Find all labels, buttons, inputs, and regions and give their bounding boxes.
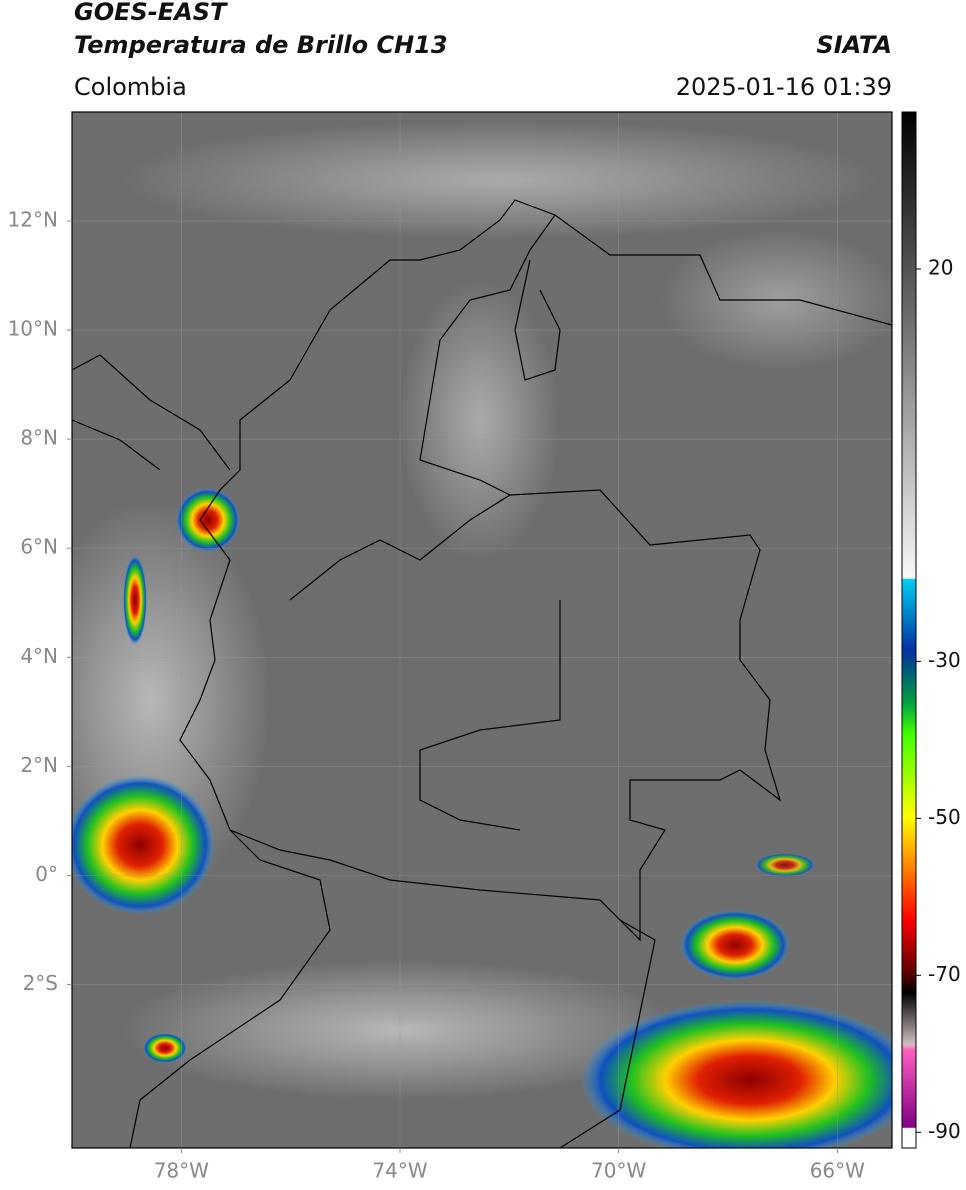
y-tick-label: 2°S xyxy=(23,971,58,995)
y-tick-label: 0° xyxy=(35,862,58,886)
y-tick-label: 4°N xyxy=(20,644,58,668)
x-tick-label: 70°W xyxy=(591,1159,646,1183)
y-tick-label: 10°N xyxy=(8,317,58,341)
x-tick-label: 74°W xyxy=(372,1159,427,1183)
subtitle: Temperatura de Brillo CH13 xyxy=(74,31,448,59)
y-tick-label: 12°N xyxy=(8,208,58,232)
colorbar-tick-label: -50 xyxy=(928,805,961,829)
x-tick-label: 66°W xyxy=(810,1159,865,1183)
colorbar-tick-label: -70 xyxy=(928,962,961,986)
map-frame xyxy=(71,111,893,1149)
source: SIATA xyxy=(816,31,892,59)
y-tick-label: 6°N xyxy=(20,535,58,559)
title: GOES-EAST xyxy=(74,0,228,26)
colorbar-tick-label: -90 xyxy=(928,1119,961,1143)
colorbar-tick-label: 20 xyxy=(928,255,953,279)
colorbar xyxy=(901,111,917,1149)
map-image xyxy=(72,112,892,1148)
y-tick-label: 8°N xyxy=(20,426,58,450)
region: Colombia xyxy=(74,73,187,101)
x-tick-label: 78°W xyxy=(154,1159,209,1183)
y-tick-label: 2°N xyxy=(20,753,58,777)
colorbar-tick-label: -30 xyxy=(928,648,961,672)
datetime: 2025-01-16 01:39 xyxy=(676,73,892,101)
